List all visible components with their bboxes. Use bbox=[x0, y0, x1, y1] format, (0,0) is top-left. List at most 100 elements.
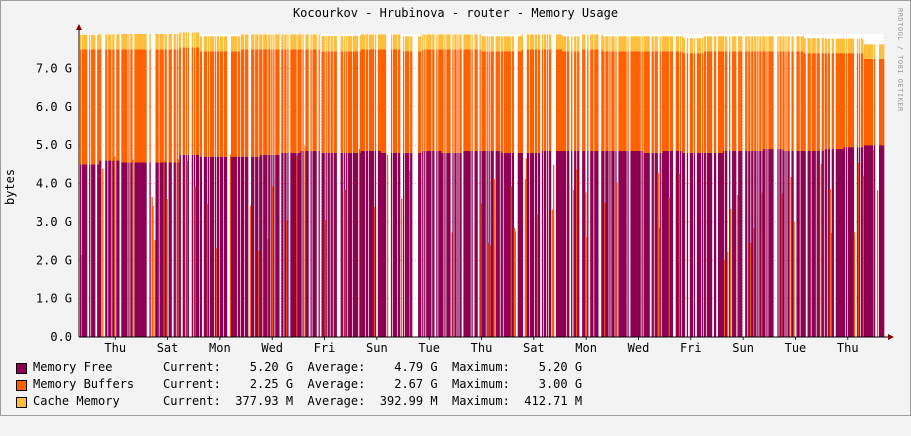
bar-segment bbox=[648, 152, 650, 337]
bar-segment bbox=[807, 38, 809, 54]
bar-segment bbox=[842, 149, 845, 337]
bar-segment bbox=[792, 36, 794, 52]
bar-segment bbox=[214, 51, 217, 157]
bar-segment bbox=[384, 49, 387, 153]
y-tick-label: 4.0 G bbox=[36, 177, 72, 191]
bar-segment bbox=[231, 36, 234, 52]
bar-segment bbox=[199, 36, 202, 52]
bar-segment bbox=[449, 152, 451, 337]
bar-segment bbox=[664, 51, 666, 151]
x-tick-label: Sun bbox=[732, 341, 754, 355]
y-tick-labels: 0.01.0 G2.0 G3.0 G4.0 G5.0 G6.0 G7.0 G bbox=[36, 62, 72, 344]
bar-segment bbox=[382, 152, 385, 337]
bar-segment bbox=[430, 49, 432, 151]
bar-segment bbox=[165, 34, 167, 50]
bar-segment bbox=[746, 150, 748, 337]
bar-segment bbox=[738, 51, 740, 151]
bar-segment bbox=[209, 51, 212, 157]
bar-segment bbox=[546, 34, 549, 50]
bar-segment bbox=[506, 152, 508, 337]
bar-segment bbox=[551, 209, 554, 337]
bar-segment bbox=[235, 36, 238, 52]
bar-segment bbox=[94, 49, 96, 165]
bar-segment bbox=[636, 36, 638, 52]
bar-segment bbox=[783, 51, 785, 151]
bar-segment bbox=[173, 34, 175, 50]
bar-segment bbox=[217, 156, 220, 337]
bar-segment bbox=[643, 51, 645, 153]
bar-segment bbox=[535, 152, 538, 337]
bar-segment bbox=[490, 36, 492, 52]
bar-segment bbox=[397, 34, 400, 50]
bar-segment bbox=[632, 36, 634, 52]
bar-segment bbox=[93, 164, 95, 337]
bar-segment bbox=[863, 145, 866, 337]
bar-segment bbox=[575, 150, 577, 337]
bar-segment bbox=[518, 51, 521, 153]
bar-segment bbox=[725, 150, 727, 337]
bar-segment bbox=[392, 152, 395, 337]
bar-segment bbox=[706, 152, 709, 337]
bar-segment bbox=[556, 150, 559, 337]
bar-segment bbox=[749, 150, 751, 337]
bar-segment bbox=[149, 162, 151, 337]
bar-segment bbox=[144, 49, 146, 163]
bar-segment bbox=[567, 36, 569, 52]
bar-segment bbox=[419, 152, 421, 337]
bar-segment bbox=[655, 36, 657, 52]
bar-segment bbox=[764, 149, 766, 337]
bar-segment bbox=[762, 51, 764, 151]
bar-segment bbox=[251, 49, 253, 157]
x-tick-labels: Thu Sat Mon Wed Fri Sun Tue Thu Sat Mon Wed Fri Sun T… bbox=[104, 337, 859, 355]
bar-segment bbox=[508, 36, 510, 52]
bar-segment bbox=[276, 154, 278, 337]
bar-segment bbox=[206, 203, 209, 337]
bar-segment bbox=[517, 36, 520, 52]
bar-segment bbox=[534, 49, 537, 153]
bar-segment bbox=[576, 169, 578, 337]
bar-segment bbox=[622, 150, 624, 337]
bar-segment bbox=[754, 150, 756, 337]
bar-segment bbox=[621, 51, 623, 151]
bar-segment bbox=[665, 51, 667, 151]
bar-segment bbox=[219, 36, 222, 52]
bar-segment bbox=[230, 36, 233, 52]
bar-segment bbox=[689, 38, 692, 54]
bar-segment bbox=[749, 51, 751, 151]
bar-segment bbox=[432, 150, 434, 337]
bar-segment bbox=[331, 51, 333, 153]
bar-segment bbox=[191, 32, 194, 48]
bar-segment bbox=[380, 34, 383, 50]
bar-segment bbox=[182, 32, 184, 48]
bar-segment bbox=[568, 36, 570, 52]
bar-segment bbox=[420, 51, 422, 153]
bar-segment bbox=[293, 49, 295, 153]
bar-segment bbox=[304, 146, 306, 337]
bar-segment bbox=[618, 150, 620, 337]
bar-segment bbox=[609, 51, 611, 151]
bar-segment bbox=[160, 34, 162, 50]
bar-segment bbox=[242, 156, 244, 337]
bar-segment bbox=[638, 36, 640, 52]
bar-segment bbox=[667, 36, 669, 52]
bar-segment bbox=[791, 150, 793, 337]
bar-segment bbox=[498, 36, 500, 52]
bar-segment bbox=[106, 34, 108, 50]
bar-segment bbox=[165, 162, 167, 337]
bar-segment bbox=[804, 53, 806, 151]
bar-segment bbox=[584, 49, 586, 151]
bar-segment bbox=[625, 51, 627, 151]
bar-segment bbox=[471, 49, 473, 151]
bar-segment bbox=[501, 36, 503, 52]
bar-segment bbox=[868, 44, 871, 59]
bar-segment bbox=[174, 162, 176, 337]
bar-segment bbox=[575, 36, 577, 52]
bar-segment bbox=[662, 150, 664, 337]
bar-segment bbox=[876, 190, 879, 337]
bar-segment bbox=[779, 149, 781, 337]
bar-segment bbox=[880, 58, 883, 146]
bar-segment bbox=[486, 150, 488, 337]
bar-segment bbox=[764, 36, 766, 52]
bar-segment bbox=[122, 49, 124, 163]
bar-segment bbox=[284, 49, 286, 153]
